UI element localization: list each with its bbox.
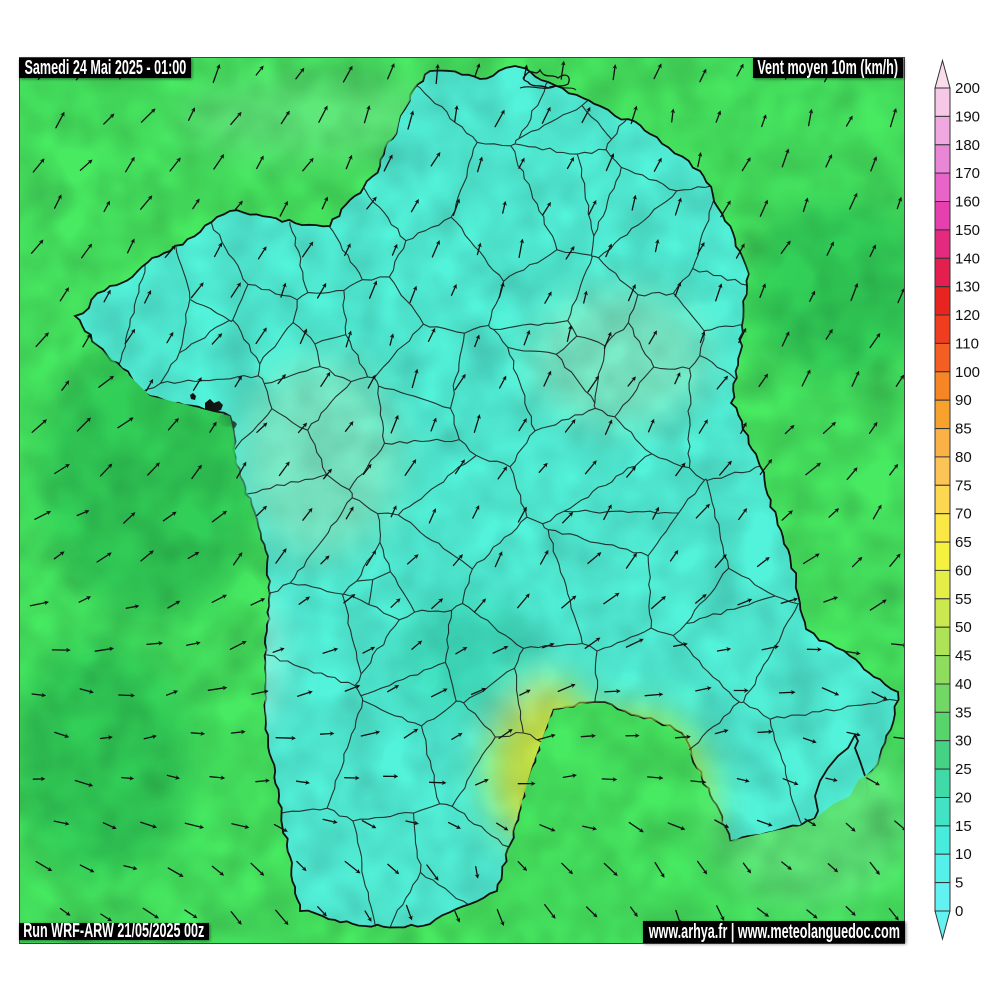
svg-text:190: 190 — [955, 108, 980, 125]
svg-text:80: 80 — [955, 449, 972, 466]
svg-text:55: 55 — [955, 591, 972, 608]
svg-text:35: 35 — [955, 704, 972, 721]
svg-text:20: 20 — [955, 790, 972, 807]
svg-text:10: 10 — [955, 846, 972, 863]
svg-text:15: 15 — [955, 818, 972, 835]
svg-text:120: 120 — [955, 307, 980, 324]
svg-text:90: 90 — [955, 392, 972, 409]
svg-text:60: 60 — [955, 562, 972, 579]
svg-text:40: 40 — [955, 676, 972, 693]
svg-text:0: 0 — [955, 903, 963, 920]
svg-text:25: 25 — [955, 761, 972, 778]
svg-text:50: 50 — [955, 619, 972, 636]
svg-text:150: 150 — [955, 222, 980, 239]
svg-text:65: 65 — [955, 534, 972, 551]
svg-text:180: 180 — [955, 137, 980, 154]
svg-text:100: 100 — [955, 364, 980, 381]
svg-text:5: 5 — [955, 875, 963, 892]
svg-text:75: 75 — [955, 477, 972, 494]
svg-text:30: 30 — [955, 733, 972, 750]
svg-text:110: 110 — [955, 335, 979, 352]
svg-text:130: 130 — [955, 279, 980, 296]
svg-text:170: 170 — [955, 165, 980, 182]
svg-text:160: 160 — [955, 194, 980, 211]
svg-text:85: 85 — [955, 421, 972, 438]
svg-text:45: 45 — [955, 648, 972, 665]
svg-text:70: 70 — [955, 506, 972, 523]
svg-text:200: 200 — [955, 80, 980, 97]
svg-text:140: 140 — [955, 250, 980, 267]
